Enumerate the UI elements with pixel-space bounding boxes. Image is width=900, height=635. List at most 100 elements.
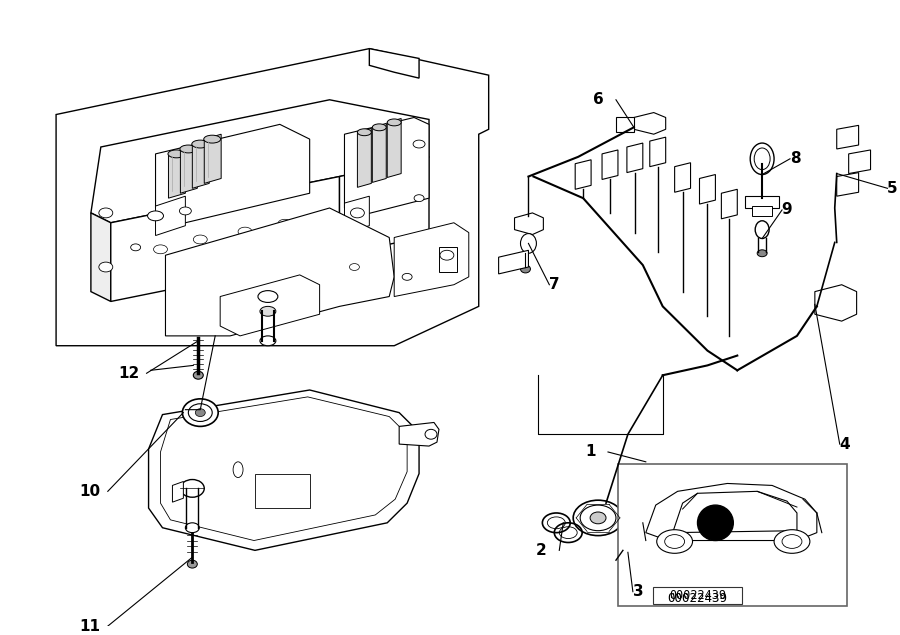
Ellipse shape	[357, 129, 372, 136]
Polygon shape	[602, 150, 618, 180]
Polygon shape	[675, 163, 690, 192]
Ellipse shape	[665, 535, 685, 549]
Polygon shape	[400, 422, 439, 446]
Ellipse shape	[179, 207, 192, 215]
Ellipse shape	[402, 274, 412, 280]
Polygon shape	[849, 150, 870, 173]
Polygon shape	[634, 112, 666, 134]
Polygon shape	[111, 177, 339, 302]
Polygon shape	[369, 49, 419, 78]
Polygon shape	[56, 49, 489, 345]
Polygon shape	[699, 175, 716, 204]
Text: 8: 8	[789, 151, 800, 166]
Ellipse shape	[260, 306, 276, 316]
Ellipse shape	[657, 530, 692, 553]
Text: 10: 10	[79, 484, 101, 499]
Ellipse shape	[580, 505, 616, 531]
Ellipse shape	[154, 245, 167, 254]
Ellipse shape	[387, 119, 401, 126]
Text: 3: 3	[633, 584, 643, 599]
Polygon shape	[357, 128, 372, 187]
Ellipse shape	[260, 336, 276, 345]
Polygon shape	[204, 134, 221, 184]
Polygon shape	[394, 223, 469, 297]
Ellipse shape	[194, 235, 207, 244]
Polygon shape	[91, 213, 111, 302]
Ellipse shape	[183, 399, 218, 426]
Ellipse shape	[755, 221, 770, 239]
Ellipse shape	[194, 371, 203, 379]
Polygon shape	[745, 196, 779, 208]
Polygon shape	[387, 119, 401, 178]
Ellipse shape	[187, 560, 197, 568]
Ellipse shape	[573, 500, 623, 535]
Polygon shape	[156, 196, 185, 236]
Polygon shape	[345, 117, 429, 216]
Bar	[652, 587, 742, 605]
Polygon shape	[156, 124, 310, 223]
Ellipse shape	[192, 140, 209, 148]
Ellipse shape	[754, 148, 770, 170]
Polygon shape	[373, 123, 386, 182]
Ellipse shape	[203, 135, 220, 143]
Polygon shape	[345, 196, 369, 232]
Bar	[255, 474, 310, 508]
Ellipse shape	[99, 262, 112, 272]
Polygon shape	[722, 189, 737, 219]
Ellipse shape	[180, 145, 197, 153]
Ellipse shape	[168, 150, 184, 158]
Polygon shape	[515, 213, 544, 234]
Ellipse shape	[185, 523, 199, 533]
Text: 7: 7	[549, 277, 560, 292]
Text: 12: 12	[118, 366, 140, 381]
Bar	[618, 464, 847, 606]
Ellipse shape	[99, 208, 112, 218]
Polygon shape	[499, 250, 528, 274]
Bar	[616, 117, 634, 132]
Ellipse shape	[148, 211, 164, 221]
Bar	[439, 248, 457, 272]
Ellipse shape	[590, 512, 606, 524]
Polygon shape	[837, 125, 859, 149]
Ellipse shape	[782, 535, 802, 549]
Ellipse shape	[195, 409, 205, 417]
Polygon shape	[193, 139, 209, 189]
Polygon shape	[180, 144, 197, 193]
Text: 00022439: 00022439	[668, 592, 727, 605]
Polygon shape	[91, 100, 429, 223]
Ellipse shape	[413, 140, 425, 148]
Ellipse shape	[258, 291, 278, 302]
Text: 2: 2	[536, 543, 547, 558]
Ellipse shape	[350, 208, 365, 218]
Ellipse shape	[774, 530, 810, 553]
Ellipse shape	[414, 195, 424, 201]
Ellipse shape	[751, 143, 774, 175]
Polygon shape	[837, 173, 859, 196]
Text: 6: 6	[593, 92, 603, 107]
Polygon shape	[650, 137, 666, 166]
Ellipse shape	[180, 479, 204, 497]
Ellipse shape	[425, 429, 437, 439]
Text: 00022439: 00022439	[669, 589, 726, 602]
Polygon shape	[752, 206, 772, 216]
Polygon shape	[814, 284, 857, 321]
Ellipse shape	[349, 264, 359, 271]
Polygon shape	[575, 160, 591, 189]
Ellipse shape	[440, 250, 454, 260]
Ellipse shape	[278, 219, 292, 228]
Ellipse shape	[757, 250, 767, 257]
Text: 1: 1	[585, 444, 596, 460]
Ellipse shape	[188, 404, 212, 422]
Ellipse shape	[520, 265, 530, 273]
Ellipse shape	[520, 234, 536, 253]
Ellipse shape	[130, 244, 140, 251]
Ellipse shape	[373, 124, 386, 131]
Polygon shape	[166, 208, 394, 336]
Text: 11: 11	[79, 618, 101, 634]
Text: 5: 5	[887, 181, 897, 196]
Text: 4: 4	[840, 437, 850, 451]
Polygon shape	[148, 390, 419, 551]
Polygon shape	[173, 481, 184, 502]
Text: 9: 9	[782, 203, 792, 217]
Polygon shape	[339, 157, 429, 255]
